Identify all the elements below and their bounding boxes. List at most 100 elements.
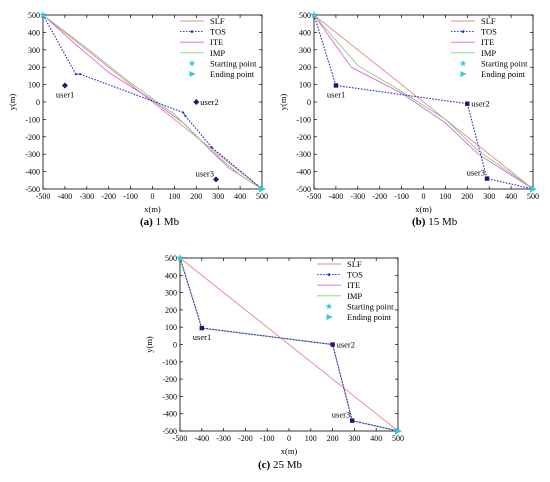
x-tick-label: 100: [439, 192, 451, 201]
user-label: user2: [337, 340, 355, 350]
legend-star-icon: [188, 60, 196, 67]
x-tick-label: -200: [238, 434, 253, 443]
x-tick-label: 100: [305, 434, 317, 443]
legend-label: Ending point: [210, 69, 255, 79]
user-label: user3: [196, 168, 214, 178]
legend-label: TOS: [210, 27, 226, 37]
legend-triangle-icon: [326, 314, 333, 320]
series-line-tos: [313, 14, 534, 190]
x-tick-label: 300: [348, 434, 360, 443]
panel-caption-text: 1 Mb: [153, 216, 180, 228]
user-marker: [330, 342, 335, 347]
series-point-tos: [182, 111, 185, 114]
user-label: user1: [327, 89, 345, 99]
legend-label: Starting point: [481, 58, 528, 68]
x-tick-label: -100: [123, 192, 138, 201]
panel-caption: (b) 15 Mb: [412, 216, 458, 228]
x-tick-label: 400: [505, 192, 517, 201]
x-tick-label: -500: [307, 192, 322, 201]
x-tick-label: -400: [329, 192, 344, 201]
legend-swatch-point: [327, 273, 331, 276]
x-tick-label: -500: [36, 192, 51, 201]
y-tick-label: 500: [28, 11, 40, 20]
user-marker: [61, 82, 68, 89]
x-tick-label: -500: [173, 434, 188, 443]
y-tick-label: 0: [173, 341, 177, 350]
legend-label: SLF: [347, 259, 362, 269]
legend-label: Ending point: [481, 69, 526, 79]
legend-label: IMP: [210, 48, 225, 58]
y-tick-label: -100: [162, 358, 177, 367]
y-tick-label: -300: [162, 392, 177, 401]
y-tick-label: 400: [28, 28, 40, 37]
x-axis-label: x(m): [415, 204, 432, 214]
legend-label: SLF: [481, 16, 496, 26]
x-tick-label: 300: [483, 192, 495, 201]
x-tick-label: -100: [260, 434, 275, 443]
series-line-slf: [313, 14, 534, 190]
x-tick-label: 0: [151, 192, 155, 201]
x-tick-label: -400: [58, 192, 73, 201]
y-tick-label: -100: [25, 115, 40, 124]
x-tick-label: 500: [527, 192, 539, 201]
x-axis-label: x(m): [144, 204, 161, 214]
user-marker: [199, 325, 204, 331]
y-axis-label: y(m): [278, 94, 288, 111]
y-tick-label: -100: [296, 115, 311, 124]
series-line-imp: [42, 14, 263, 190]
y-tick-label: -300: [25, 150, 40, 159]
y-tick-label: 500: [299, 11, 311, 20]
series-point-tos: [74, 73, 77, 76]
y-tick-label: -500: [296, 185, 311, 194]
series-line-ite: [42, 14, 263, 190]
x-axis-label: x(m): [281, 446, 298, 456]
x-tick-label: 0: [422, 192, 426, 201]
x-tick-label: 200: [461, 192, 473, 201]
legend-swatch-point: [190, 30, 194, 33]
y-tick-label: -300: [296, 150, 311, 159]
x-tick-label: -400: [194, 434, 209, 443]
user-marker: [213, 176, 220, 183]
x-tick-label: -200: [101, 192, 116, 201]
legend-star-icon: [459, 60, 467, 67]
user-marker: [484, 176, 490, 181]
y-tick-label: -400: [296, 168, 311, 177]
legend-triangle-icon: [189, 71, 196, 77]
legend-label: IMP: [347, 291, 362, 301]
legend-label: Ending point: [347, 312, 392, 322]
ending-point-marker: [259, 185, 266, 193]
legend-swatch-point: [461, 30, 465, 33]
x-tick-label: 500: [392, 434, 404, 443]
y-tick-label: 400: [299, 28, 311, 37]
y-tick-label: 200: [28, 63, 40, 72]
ending-point-marker: [530, 185, 537, 193]
x-tick-label: 300: [212, 192, 224, 201]
y-tick-label: 100: [165, 323, 177, 332]
x-tick-label: 200: [190, 192, 202, 201]
panel-caption: (c) 25 Mb: [258, 459, 302, 471]
series-point-tos: [210, 146, 213, 149]
panel-caption: (a) 1 Mb: [140, 216, 180, 228]
legend-label: TOS: [347, 270, 363, 280]
legend-label: ITE: [210, 37, 223, 47]
panel-caption-label: (a): [140, 216, 153, 228]
y-tick-label: 100: [28, 81, 40, 90]
y-tick-label: -200: [296, 133, 311, 142]
chart-panel-1: -500 -400 -300 -200 -100 0 100 200 300 400 500 -500…: [7, 11, 268, 228]
series-point-tos: [79, 73, 82, 76]
y-tick-label: 300: [299, 46, 311, 55]
series-line-ite: [313, 14, 534, 190]
user-label: user3: [332, 410, 350, 420]
user-label: user2: [200, 97, 218, 107]
y-tick-label: -400: [162, 410, 177, 419]
panel-caption-text: 15 Mb: [425, 216, 457, 228]
y-tick-label: -200: [25, 133, 40, 142]
chart-panel-3: -500 -400 -300 -200 -100 0 100 200 300 400 500 -500…: [144, 254, 404, 471]
x-tick-label: -200: [372, 192, 387, 201]
user-marker: [333, 83, 339, 88]
y-tick-label: 500: [165, 254, 177, 263]
x-tick-label: 0: [287, 434, 291, 443]
starting-point-marker: [176, 254, 184, 262]
y-tick-label: 0: [36, 98, 40, 107]
